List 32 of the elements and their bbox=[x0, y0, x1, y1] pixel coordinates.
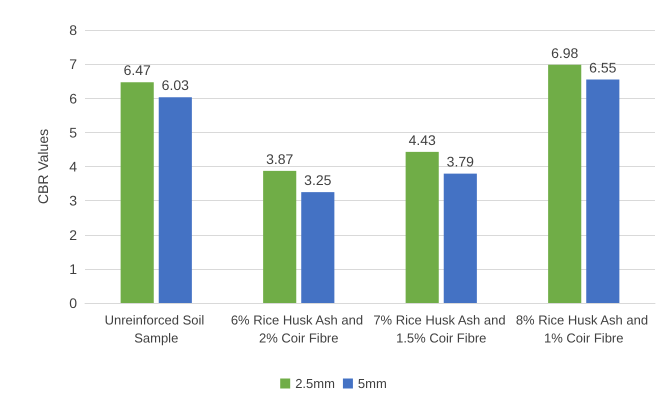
y-tick-label: 2 bbox=[69, 226, 78, 243]
data-label: 4.43 bbox=[408, 132, 436, 148]
bar bbox=[158, 97, 192, 303]
data-label: 6.55 bbox=[589, 59, 617, 76]
bar bbox=[120, 82, 154, 303]
data-label: 3.25 bbox=[304, 172, 332, 188]
y-tick-label: 6 bbox=[69, 90, 78, 106]
x-tick-label: 7% Rice Husk Ash and 1.5% Coir Fibre bbox=[373, 312, 510, 346]
bar bbox=[406, 152, 439, 303]
bar bbox=[548, 64, 582, 303]
x-tick-label: Unreinforced Soil Sample bbox=[104, 312, 208, 346]
y-tick-label: 3 bbox=[69, 192, 78, 209]
bar bbox=[263, 170, 296, 303]
data-label: 6.98 bbox=[551, 44, 579, 61]
legend-label: 5mm bbox=[358, 376, 387, 391]
data-label: 6.47 bbox=[124, 62, 152, 78]
bar bbox=[301, 192, 334, 303]
y-axis-title: CBR Values bbox=[35, 128, 51, 204]
x-tick-label: 8% Rice Husk Ash and 1% Coir Fibre bbox=[516, 312, 652, 346]
y-tick-label: 4 bbox=[69, 158, 78, 174]
data-label: 3.79 bbox=[446, 154, 474, 170]
bar bbox=[586, 79, 620, 303]
data-label: 3.87 bbox=[266, 150, 294, 167]
y-tick-label: 1 bbox=[69, 260, 78, 277]
x-tick-label: 6% Rice Husk Ash and 2% Coir Fibre bbox=[230, 312, 367, 346]
data-label: 6.03 bbox=[162, 77, 190, 94]
y-tick-label: 0 bbox=[69, 295, 78, 311]
y-tick-label: 7 bbox=[69, 56, 78, 72]
bar bbox=[444, 174, 477, 303]
y-tick-label: 8 bbox=[69, 22, 78, 38]
y-tick-label: 5 bbox=[69, 124, 78, 140]
legend-label: 2.5mm bbox=[295, 376, 335, 391]
